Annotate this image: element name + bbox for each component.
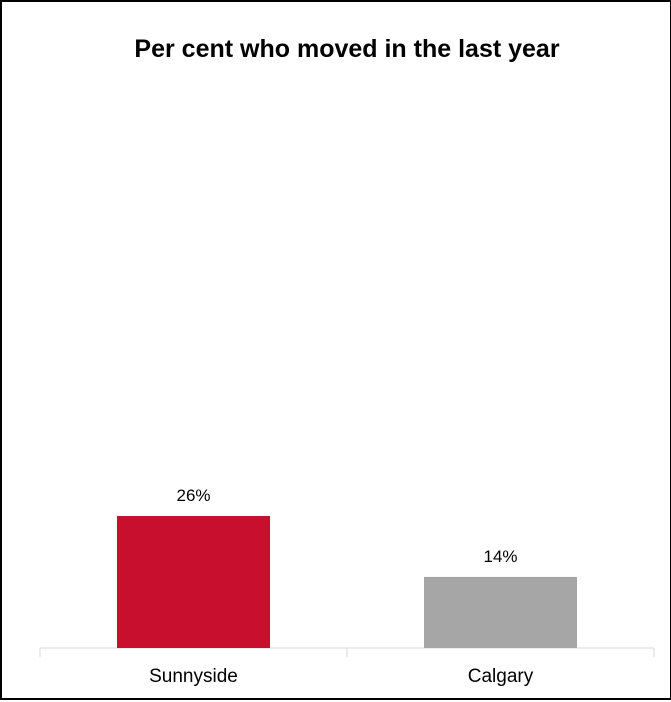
bar-calgary [424,576,577,648]
data-label-calgary: 14% [483,547,517,566]
x-tick-label-sunnyside: Sunnyside [149,666,238,687]
data-label-sunnyside: 26% [176,486,210,505]
x-tick-label-calgary: Calgary [468,666,534,687]
bar-sunnyside [117,516,270,648]
chart-title: Per cent who moved in the last year [134,35,560,63]
